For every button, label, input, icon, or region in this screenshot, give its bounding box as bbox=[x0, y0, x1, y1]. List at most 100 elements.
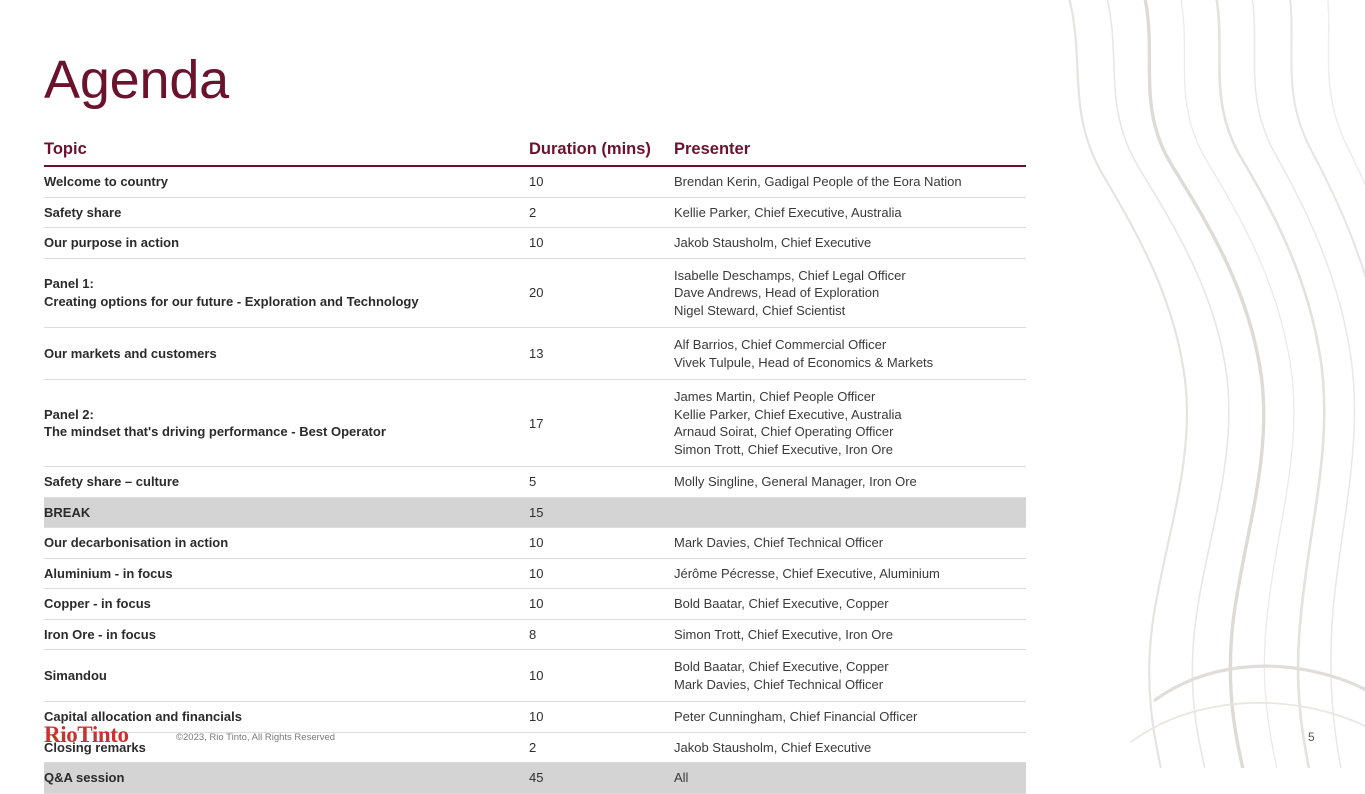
cell-topic: Our decarbonisation in action bbox=[44, 527, 527, 559]
table-row: BREAK 15 bbox=[44, 497, 1026, 528]
cell-presenter: Brendan Kerin, Gadigal People of the Eor… bbox=[672, 166, 1026, 198]
cell-presenter: Alf Barrios, Chief Commercial Officer Viv… bbox=[672, 327, 1026, 380]
cell-presenter: Jakob Stausholm, Chief Executive bbox=[672, 732, 1026, 763]
table-row: Panel 2: The mindset that's driving perfo… bbox=[44, 379, 1026, 467]
cell-presenter-line: Jakob Stausholm, Chief Executive bbox=[674, 235, 872, 250]
cell-presenter-line: Jérôme Pécresse, Chief Executive, Alumin… bbox=[674, 565, 940, 581]
cell-presenter: Jakob Stausholm, Chief Executive bbox=[672, 227, 1026, 259]
cell-topic-line: Safety share bbox=[44, 204, 122, 220]
cell-topic: Safety share – culture bbox=[44, 466, 527, 498]
cell-duration: 10 bbox=[527, 227, 672, 259]
table-row: Welcome to country 10 Brendan Kerin, Gadig… bbox=[44, 166, 1026, 198]
cell-topic-line: BREAK bbox=[44, 504, 91, 520]
cell-duration: 2 bbox=[527, 197, 672, 228]
cell-duration: 10 bbox=[527, 588, 672, 620]
cell-duration: 10 bbox=[527, 649, 672, 702]
cell-topic: BREAK bbox=[44, 497, 527, 528]
table-row: Our decarbonisation in action 10 Mark Davi… bbox=[44, 527, 1026, 559]
cell-presenter-line: Jakob Stausholm, Chief Executive bbox=[674, 739, 872, 755]
cell-presenter-line: Bold Baatar, Chief Executive, Copper bbox=[674, 659, 889, 674]
cell-presenter: Jérôme Pécresse, Chief Executive, Alumin… bbox=[672, 558, 1026, 589]
cell-topic: Closing remarks bbox=[44, 732, 527, 763]
cell-topic-line: Simandou bbox=[44, 667, 107, 683]
cell-topic: Simandou bbox=[44, 649, 527, 702]
cell-topic: Q&A session bbox=[44, 762, 527, 794]
cell-topic-line: Our purpose in action bbox=[44, 235, 180, 250]
cell-duration: 20 bbox=[527, 258, 672, 328]
cell-duration: 2 bbox=[527, 732, 672, 763]
cell-duration: 5 bbox=[527, 466, 672, 498]
cell-presenter bbox=[672, 497, 1026, 528]
cell-presenter-line: Mark Davies, Chief Technical Officer bbox=[674, 676, 884, 692]
cell-topic: Aluminium - in focus bbox=[44, 558, 527, 589]
page-number: 5 bbox=[1308, 730, 1315, 744]
cell-presenter-line: Bold Baatar, Chief Executive, Copper bbox=[674, 596, 889, 611]
cell-topic-line: Iron Ore - in focus bbox=[44, 626, 156, 642]
cell-topic-line: Copper - in focus bbox=[44, 596, 151, 611]
table-row: Our markets and customers 13 Alf Barrios, … bbox=[44, 327, 1026, 380]
rio-tinto-logo: RioTinto bbox=[44, 722, 129, 747]
cell-topic-line: Welcome to country bbox=[44, 174, 169, 189]
cell-topic: Iron Ore - in focus bbox=[44, 619, 527, 650]
cell-topic-line: The mindset that's driving performance -… bbox=[44, 424, 386, 439]
column-header-duration: Duration (mins) bbox=[527, 140, 672, 167]
table-row: Closing remarks 2 Jakob Stausholm, Chief E… bbox=[44, 732, 1026, 763]
cell-presenter: James Martin, Chief People Officer Kellie… bbox=[672, 379, 1026, 467]
table-row: Capital allocation and financials 10 Peter… bbox=[44, 701, 1026, 733]
cell-presenter-line: Molly Singline, General Manager, Iron Or… bbox=[674, 474, 917, 489]
cell-presenter-line: Simon Trott, Chief Executive, Iron Ore bbox=[674, 626, 893, 642]
column-header-presenter: Presenter bbox=[672, 140, 1026, 167]
cell-topic-line: Our markets and customers bbox=[44, 345, 217, 361]
table-body: Welcome to country 10 Brendan Kerin, Gadig… bbox=[44, 166, 1026, 794]
cell-topic-line: Capital allocation and financials bbox=[44, 709, 242, 724]
cell-presenter-line: Peter Cunningham, Chief Financial Office… bbox=[674, 709, 918, 724]
cell-presenter: Simon Trott, Chief Executive, Iron Ore bbox=[672, 619, 1026, 650]
cell-presenter-line: Brendan Kerin, Gadigal People of the Eor… bbox=[674, 174, 962, 189]
table-row: Simandou 10 Bold Baatar, Chief Executive, … bbox=[44, 649, 1026, 702]
cell-presenter-line: Isabelle Deschamps, Chief Legal Officer bbox=[674, 267, 906, 283]
cell-presenter: Peter Cunningham, Chief Financial Office… bbox=[672, 701, 1026, 733]
cell-topic-line: Safety share – culture bbox=[44, 474, 180, 489]
cell-topic-line: Our decarbonisation in action bbox=[44, 535, 229, 550]
cell-topic: Panel 2: The mindset that's driving perfo… bbox=[44, 379, 527, 467]
cell-presenter-line: Kellie Parker, Chief Executive, Australi… bbox=[674, 204, 902, 220]
table-row: Q&A session 45 All bbox=[44, 762, 1026, 794]
cell-topic: Safety share bbox=[44, 197, 527, 228]
table-row: Our purpose in action 10 Jakob Stausholm, … bbox=[44, 227, 1026, 259]
cell-duration: 15 bbox=[527, 497, 672, 528]
cell-presenter: Molly Singline, General Manager, Iron Or… bbox=[672, 466, 1026, 498]
cell-presenter: Bold Baatar, Chief Executive, Copper bbox=[672, 588, 1026, 620]
page-title: Agenda bbox=[44, 50, 229, 110]
cell-topic: Welcome to country bbox=[44, 166, 527, 198]
background-decoration bbox=[1068, 0, 1365, 768]
cell-presenter: Bold Baatar, Chief Executive, Copper Mark… bbox=[672, 649, 1026, 702]
cell-presenter-line: All bbox=[674, 770, 689, 785]
cell-presenter-line: Nigel Steward, Chief Scientist bbox=[674, 302, 846, 318]
cell-duration: 10 bbox=[527, 701, 672, 733]
cell-presenter-line: Kellie Parker, Chief Executive, Australi… bbox=[674, 406, 902, 422]
cell-topic: Our markets and customers bbox=[44, 327, 527, 380]
cell-presenter-line: Arnaud Soirat, Chief Operating Officer bbox=[674, 424, 894, 439]
cell-topic-line: Q&A session bbox=[44, 770, 125, 785]
cell-topic: Copper - in focus bbox=[44, 588, 527, 620]
table-row: Safety share 2 Kellie Parker, Chief Execut… bbox=[44, 197, 1026, 228]
cell-presenter-line: Vivek Tulpule, Head of Economics & Marke… bbox=[674, 354, 934, 370]
cell-presenter: Kellie Parker, Chief Executive, Australi… bbox=[672, 197, 1026, 228]
cell-presenter-line: Dave Andrews, Head of Exploration bbox=[674, 285, 880, 300]
cell-topic: Panel 1: Creating options for our future … bbox=[44, 258, 527, 328]
cell-presenter-line: Alf Barrios, Chief Commercial Officer bbox=[674, 337, 887, 352]
cell-topic: Capital allocation and financials bbox=[44, 701, 527, 733]
cell-presenter-line: James Martin, Chief People Officer bbox=[674, 389, 876, 404]
cell-presenter: Isabelle Deschamps, Chief Legal Officer D… bbox=[672, 258, 1026, 328]
table-row: Aluminium - in focus 10 Jérôme Pécresse, C… bbox=[44, 558, 1026, 589]
table-header: Topic Duration (mins) Presenter bbox=[44, 140, 1026, 167]
cell-presenter: All bbox=[672, 762, 1026, 794]
table-row: Safety share – culture 5 Molly Singline, G… bbox=[44, 466, 1026, 498]
cell-topic-line: Closing remarks bbox=[44, 739, 146, 755]
cell-duration: 17 bbox=[527, 379, 672, 467]
cell-duration: 13 bbox=[527, 327, 672, 380]
cell-topic-line: Panel 1: bbox=[44, 276, 94, 292]
cell-presenter-line: Mark Davies, Chief Technical Officer bbox=[674, 535, 884, 550]
cell-topic: Our purpose in action bbox=[44, 227, 527, 259]
cell-duration: 10 bbox=[527, 558, 672, 589]
